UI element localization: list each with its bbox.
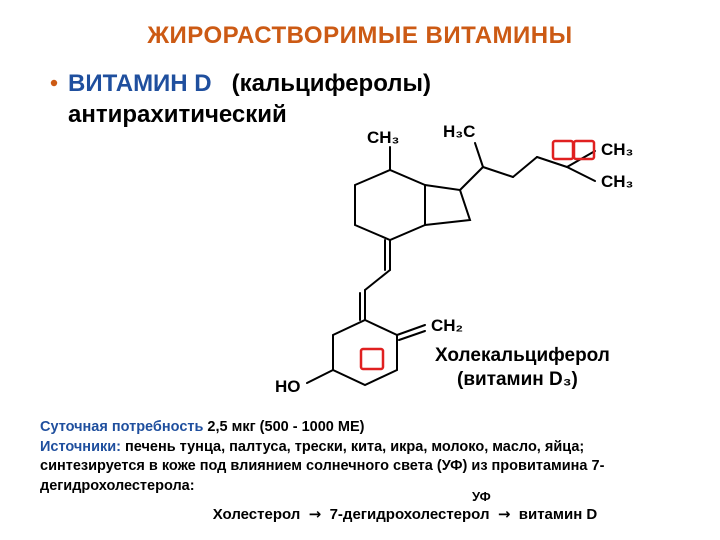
- bullet-icon: [50, 79, 58, 87]
- sources-label: Источники:: [40, 439, 121, 455]
- info-block: Суточная потребность 2,5 мкг (500 - 1000…: [40, 418, 690, 526]
- label-h3c: H₃C: [443, 122, 475, 141]
- chemical-structure: H₃C CH₃ CH₃ CH₃ CH₂ HO Холекальциферол (…: [225, 115, 665, 405]
- daily-need-label: Суточная потребность: [40, 419, 203, 435]
- vitamin-name: ВИТАМИН D: [68, 70, 212, 97]
- reaction-s1: Холестерол: [213, 506, 301, 523]
- page-title: ЖИРОРАСТВОРИМЫЕ ВИТАМИНЫ: [0, 0, 720, 50]
- sources-text: печень тунца, палтуса, трески, кита, икр…: [40, 439, 604, 494]
- arrow-icon-2: →: [498, 505, 511, 523]
- vitamin-paren-text: (кальциферолы): [232, 70, 431, 97]
- arrow-icon: →: [309, 505, 322, 523]
- vitamin-paren: [218, 70, 231, 97]
- reaction: Холестерол → 7-дегидрохолестерол → витам…: [40, 496, 690, 525]
- reaction-s3: витамин D: [519, 506, 598, 523]
- label-ch2: CH₂: [431, 316, 463, 335]
- label-ho: HO: [275, 377, 301, 396]
- compound-name-2: (витамин D₃): [457, 369, 578, 390]
- uv-label: УФ: [472, 488, 491, 506]
- compound-name-1: Холекальциферол: [435, 345, 610, 366]
- label-ch3-top: CH₃: [367, 128, 399, 147]
- label-ch3-r1: CH₃: [601, 140, 633, 159]
- daily-need-value: 2,5 мкг (500 - 1000 МЕ): [203, 419, 364, 435]
- reaction-s2: 7-дегидрохолестерол: [330, 506, 490, 523]
- label-ch3-r2: CH₃: [601, 172, 633, 191]
